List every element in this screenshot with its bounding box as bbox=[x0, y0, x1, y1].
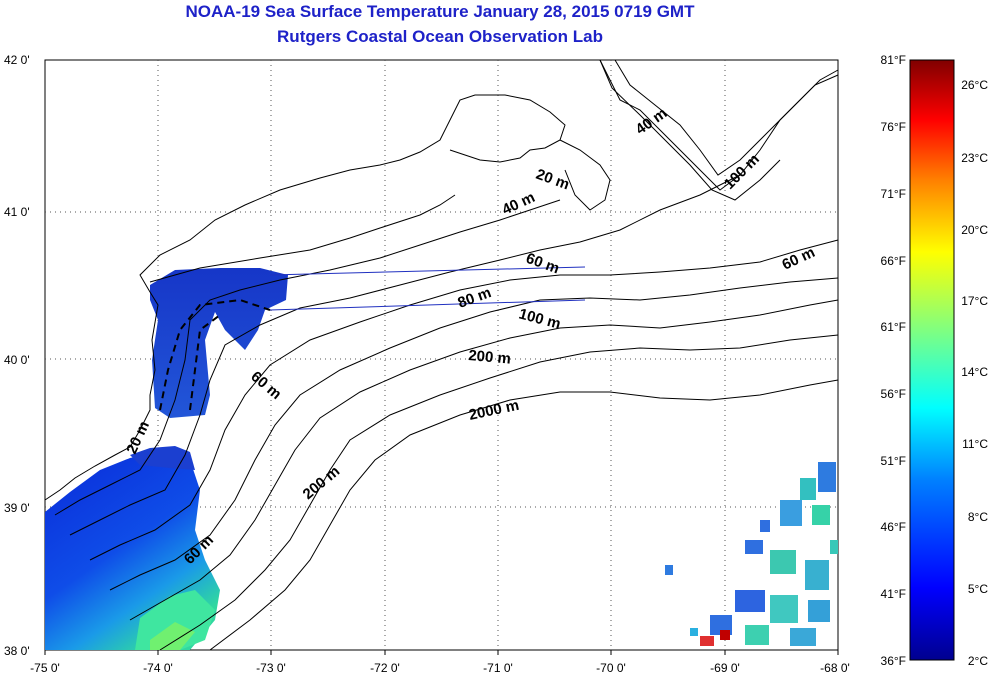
lat-tick-label: 39 0' bbox=[4, 501, 30, 515]
colorbar bbox=[909, 59, 955, 661]
colorbar-f-label: 56°F bbox=[881, 387, 906, 401]
lon-tick-label: -75 0' bbox=[30, 661, 60, 675]
colorbar-f-label: 51°F bbox=[881, 454, 906, 468]
contour-label: 200 m bbox=[468, 347, 512, 368]
colorbar-c-label: 20°C bbox=[961, 223, 988, 237]
colorbar-f-label: 71°F bbox=[881, 187, 906, 201]
colorbar-c-labels: 26°C 23°C 20°C 17°C 14°C 11°C 8°C 5°C 2°… bbox=[961, 78, 988, 668]
lon-tick-label: -74 0' bbox=[143, 661, 173, 675]
colorbar-c-label: 11°C bbox=[962, 437, 988, 451]
long-island-coast bbox=[149, 194, 456, 283]
lat-tick-label: 40 0' bbox=[4, 353, 30, 367]
cape-cod-coast bbox=[559, 139, 611, 211]
colorbar-f-label: 46°F bbox=[881, 520, 906, 534]
lat-tick-label: 41 0' bbox=[4, 205, 30, 219]
lat-tick-label: 38 0' bbox=[4, 644, 30, 658]
lon-tick-label: -70 0' bbox=[596, 661, 626, 675]
map-title: NOAA-19 Sea Surface Temperature January … bbox=[185, 2, 695, 21]
lon-tick-label: -69 0' bbox=[710, 661, 740, 675]
map-subtitle: Rutgers Coastal Ocean Observation Lab bbox=[277, 27, 603, 46]
colorbar-f-label: 36°F bbox=[881, 654, 906, 668]
coastline bbox=[44, 94, 566, 501]
colorbar-f-label: 41°F bbox=[881, 587, 906, 601]
colorbar-c-label: 26°C bbox=[961, 78, 988, 92]
colorbar-c-label: 5°C bbox=[968, 582, 988, 596]
bathymetry-contours bbox=[54, 59, 839, 651]
lon-tick-label: -71 0' bbox=[483, 661, 513, 675]
lat-tick-label: 42 0' bbox=[4, 53, 30, 67]
lon-tick-label: -68 0' bbox=[820, 661, 850, 675]
sst-offshore-patches bbox=[665, 462, 838, 646]
lon-tick-label: -72 0' bbox=[370, 661, 400, 675]
colorbar-c-label: 2°C bbox=[968, 654, 988, 668]
colorbar-f-labels: 81°F 76°F 71°F 66°F 61°F 56°F 51°F 46°F … bbox=[881, 53, 906, 668]
lon-ticks bbox=[44, 650, 839, 655]
colorbar-c-label: 23°C bbox=[961, 151, 988, 165]
colorbar-c-label: 17°C bbox=[961, 294, 988, 308]
colorbar-f-label: 66°F bbox=[881, 254, 906, 268]
dashed-track bbox=[159, 298, 271, 411]
colorbar-f-label: 81°F bbox=[881, 53, 906, 67]
colorbar-f-label: 61°F bbox=[881, 320, 906, 334]
colorbar-f-label: 76°F bbox=[881, 120, 906, 134]
lon-tick-label: -73 0' bbox=[256, 661, 286, 675]
colorbar-c-label: 14°C bbox=[961, 365, 988, 379]
colorbar-c-label: 8°C bbox=[968, 510, 988, 524]
